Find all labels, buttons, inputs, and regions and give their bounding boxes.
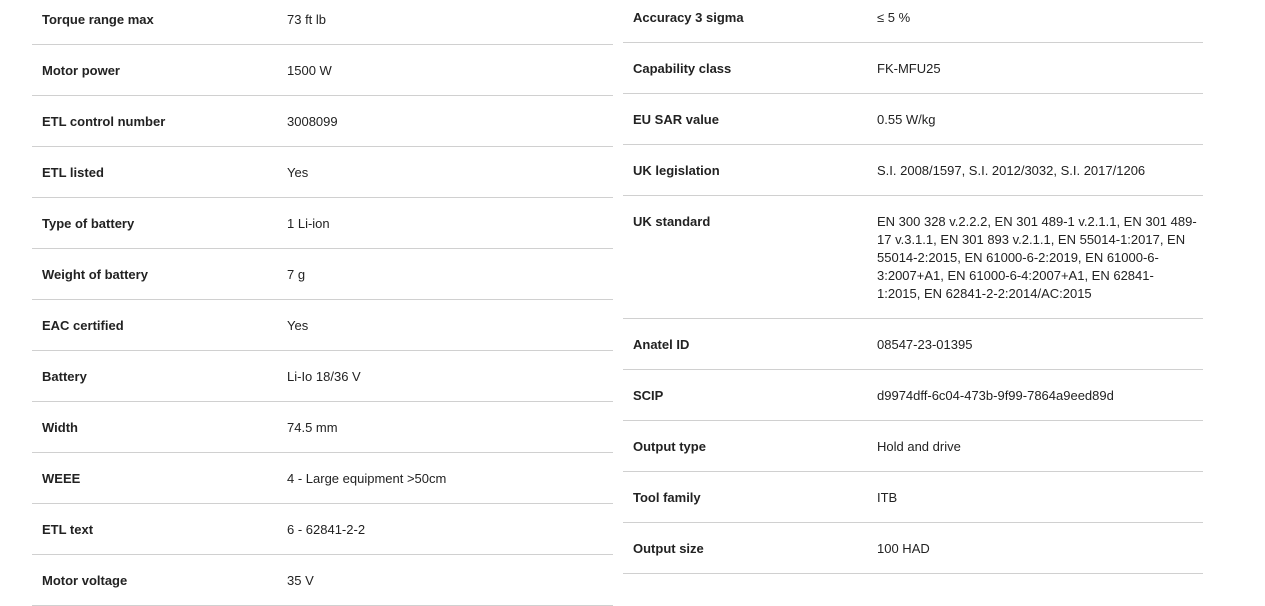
spec-label: UK legislation bbox=[633, 163, 720, 178]
spec-row: Capability class FK-MFU25 bbox=[623, 43, 1203, 94]
spec-value: EN 300 328 v.2.2.2, EN 301 489-1 v.2.1.1… bbox=[877, 214, 1197, 301]
spec-row: Motor voltage 35 V bbox=[32, 555, 613, 606]
spec-label: WEEE bbox=[42, 471, 81, 486]
spec-value: 3008099 bbox=[287, 114, 338, 129]
spec-value: d9974dff-6c04-473b-9f99-7864a9eed89d bbox=[877, 388, 1114, 403]
spec-label: SCIP bbox=[633, 388, 664, 403]
spec-row: Torque range max 73 ft lb bbox=[32, 0, 613, 45]
spec-label: Width bbox=[42, 420, 78, 435]
spec-label: Tool family bbox=[633, 490, 701, 505]
spec-row: UK standard EN 300 328 v.2.2.2, EN 301 48… bbox=[623, 196, 1203, 319]
spec-value: 7 g bbox=[287, 267, 306, 282]
spec-row: EAC certified Yes bbox=[32, 300, 613, 351]
spec-table-right: Accuracy 3 sigma ≤ 5 % Capability class FK-… bbox=[623, 0, 1203, 574]
spec-label: EU SAR value bbox=[633, 112, 719, 127]
spec-table-left: Torque range max 73 ft lb Motor power 1500 … bbox=[32, 0, 613, 606]
spec-row: Accuracy 3 sigma ≤ 5 % bbox=[623, 0, 1203, 43]
spec-row: Motor power 1500 W bbox=[32, 45, 613, 96]
spec-row: ETL control number 3008099 bbox=[32, 96, 613, 147]
spec-label: Anatel ID bbox=[633, 337, 690, 352]
spec-value: ITB bbox=[877, 490, 898, 505]
spec-row: Output size 100 HAD bbox=[623, 523, 1203, 574]
spec-label: EAC certified bbox=[42, 318, 124, 333]
spec-value: 74.5 mm bbox=[287, 420, 338, 435]
spec-value: ≤ 5 % bbox=[877, 10, 911, 25]
spec-value: Yes bbox=[287, 318, 309, 333]
spec-row: SCIP d9974dff-6c04-473b-9f99-7864a9eed89d bbox=[623, 370, 1203, 421]
spec-label: UK standard bbox=[633, 214, 711, 229]
spec-label: ETL text bbox=[42, 522, 94, 537]
spec-row: WEEE 4 - Large equipment >50cm bbox=[32, 453, 613, 504]
spec-label: Accuracy 3 sigma bbox=[633, 10, 744, 25]
spec-label: Torque range max bbox=[42, 12, 154, 27]
spec-value: Li-Io 18/36 V bbox=[287, 369, 361, 384]
spec-row: Type of battery 1 Li-ion bbox=[32, 198, 613, 249]
spec-value: Yes bbox=[287, 165, 309, 180]
spec-row: Tool family ITB bbox=[623, 472, 1203, 523]
spec-value: 35 V bbox=[287, 573, 314, 588]
spec-label: ETL control number bbox=[42, 114, 166, 129]
spec-row: Battery Li-Io 18/36 V bbox=[32, 351, 613, 402]
spec-row: Width 74.5 mm bbox=[32, 402, 613, 453]
spec-value: FK-MFU25 bbox=[877, 61, 941, 76]
spec-label: Motor voltage bbox=[42, 573, 128, 588]
spec-value: 1 Li-ion bbox=[287, 216, 330, 231]
spec-value: 4 - Large equipment >50cm bbox=[287, 471, 447, 486]
spec-value: 08547-23-01395 bbox=[877, 337, 973, 352]
spec-label: Type of battery bbox=[42, 216, 135, 231]
spec-row: UK legislation S.I. 2008/1597, S.I. 2012/… bbox=[623, 145, 1203, 196]
spec-row: Weight of battery 7 g bbox=[32, 249, 613, 300]
spec-label: Output type bbox=[633, 439, 706, 454]
spec-value: 1500 W bbox=[287, 63, 332, 78]
spec-value: 73 ft lb bbox=[287, 12, 327, 27]
spec-label: Capability class bbox=[633, 61, 732, 76]
spec-value: 100 HAD bbox=[877, 541, 930, 556]
spec-label: Weight of battery bbox=[42, 267, 148, 282]
spec-value: 6 - 62841-2-2 bbox=[287, 522, 366, 537]
spec-row: ETL listed Yes bbox=[32, 147, 613, 198]
spec-row: Output type Hold and drive bbox=[623, 421, 1203, 472]
spec-value: S.I. 2008/1597, S.I. 2012/3032, S.I. 201… bbox=[877, 163, 1146, 178]
spec-row: EU SAR value 0.55 W/kg bbox=[623, 94, 1203, 145]
spec-label: Battery bbox=[42, 369, 87, 384]
spec-label: ETL listed bbox=[42, 165, 104, 180]
spec-row: Anatel ID 08547-23-01395 bbox=[623, 319, 1203, 370]
spec-label: Output size bbox=[633, 541, 704, 556]
spec-value: Hold and drive bbox=[877, 439, 961, 454]
spec-label: Motor power bbox=[42, 63, 120, 78]
spec-row: ETL text 6 - 62841-2-2 bbox=[32, 504, 613, 555]
spec-value: 0.55 W/kg bbox=[877, 112, 936, 127]
